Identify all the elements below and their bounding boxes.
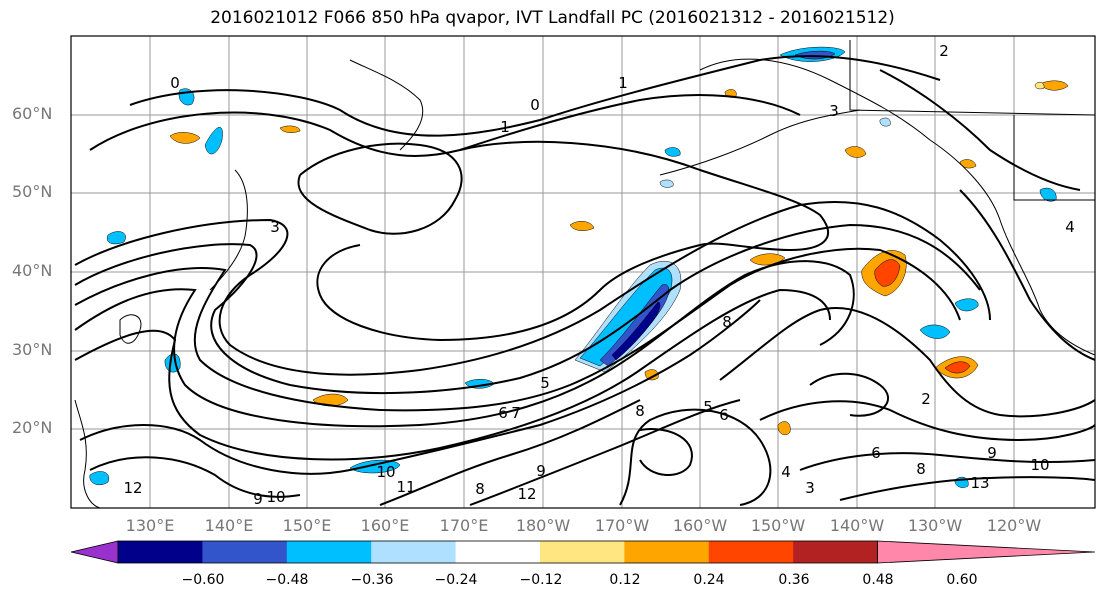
contour-label-3c: 3 [805,479,815,497]
contour-label-5b: 5 [703,398,713,416]
lon-label-140w: 140°W [829,516,885,535]
contour-label-0a: 0 [170,74,180,92]
colorbar-extend-low [70,540,119,564]
contour-label-8b: 8 [916,460,926,478]
lon-label-150w: 150°W [750,516,806,535]
contour-label-layer: 0 0 1 1 2 2 3 3 3 4 4 5 5 6 6 6 7 8 8 8 … [123,42,1074,508]
positive-anomaly-red [874,259,901,287]
colorbar-segment [371,541,457,563]
colorbar-segment [624,541,710,563]
colorbar-tick: −0.60 [181,572,225,588]
contour-label-3b: 3 [829,102,839,120]
lon-label-130w: 130°W [907,516,963,535]
lon-label-160w: 160°W [672,516,728,535]
lon-label-130e: 130°E [125,516,175,535]
lon-label-120w: 120°W [986,516,1042,535]
lat-label-20n: 20°N [12,418,53,437]
map-plot-area [71,36,1095,508]
colorbar-segment [202,541,288,563]
contour-label-9c: 9 [253,490,263,508]
colorbar-tick: −0.48 [265,572,309,588]
contour-label-2b: 2 [921,390,931,408]
lon-label-150e: 150°E [282,516,332,535]
colorbar-extend-high [877,540,1096,564]
contour-label-4b: 4 [781,463,791,481]
contour-label-1a: 1 [500,118,510,136]
contour-label-11: 11 [396,478,415,496]
contour-label-8a: 8 [722,313,732,331]
lon-label-160e: 160°E [360,516,410,535]
contour-label-6c: 6 [871,444,881,462]
colorbar-tick: −0.24 [434,572,478,588]
contour-label-1b: 1 [618,74,628,92]
contour-label-0b: 0 [530,96,540,114]
colorbar-segment [793,541,879,563]
contour-label-9b: 9 [987,444,997,462]
colorbar-tick: 0.36 [778,572,810,588]
contour-label-6a: 6 [498,404,508,422]
lat-label-30n: 30°N [12,340,53,359]
lon-label-180w: 180°W [515,516,571,535]
coastlines [74,40,1095,508]
colorbar-segment [540,541,625,563]
lat-label-40n: 40°N [12,261,53,280]
contour-label-5a: 5 [540,374,550,392]
colorbar-tick: 0.60 [946,572,978,588]
contour-label-8d: 8 [475,480,485,498]
colorbar [70,540,1096,564]
colorbar-tick: −0.36 [350,572,394,588]
contour-label-3a: 3 [270,218,280,236]
contour-label-12b: 12 [517,485,536,503]
colorbar-tick: 0.24 [693,572,725,588]
colorbar-segment [118,541,203,563]
colorbar-segment [708,541,794,563]
contour-label-13: 13 [970,474,989,492]
shaded-field [89,46,1069,488]
contours [74,55,1095,506]
colorbar-tick: −0.12 [519,572,563,588]
contour-label-10b: 10 [266,488,285,506]
lat-label-60n: 60°N [12,104,53,123]
lat-label-50n: 50°N [12,182,53,201]
contour-label-6b: 6 [719,406,729,424]
contour-label-9a: 9 [536,462,546,480]
lon-label-140e: 140°E [204,516,254,535]
colorbar-tick: 0.12 [609,572,641,588]
colorbar-tick: 0.48 [862,572,894,588]
contour-label-2a: 2 [939,42,949,60]
contour-label-4a: 4 [1065,218,1075,236]
colorbar-frame [117,540,878,564]
contour-label-10a: 10 [376,463,395,481]
map-title: 2016021012 F066 850 hPa qvapor, IVT Land… [210,8,895,28]
lon-label-170w: 170°W [594,516,650,535]
negative-anomaly-navy [611,301,661,361]
contour-label-8c: 8 [635,402,645,420]
contour-label-7: 7 [511,404,521,422]
map-frame [70,35,1096,509]
colorbar-segment [455,541,541,563]
contour-label-10c: 10 [1030,456,1049,474]
colorbar-segment [286,541,372,563]
contour-label-12a: 12 [123,479,142,497]
lon-label-170e: 170°E [439,516,489,535]
